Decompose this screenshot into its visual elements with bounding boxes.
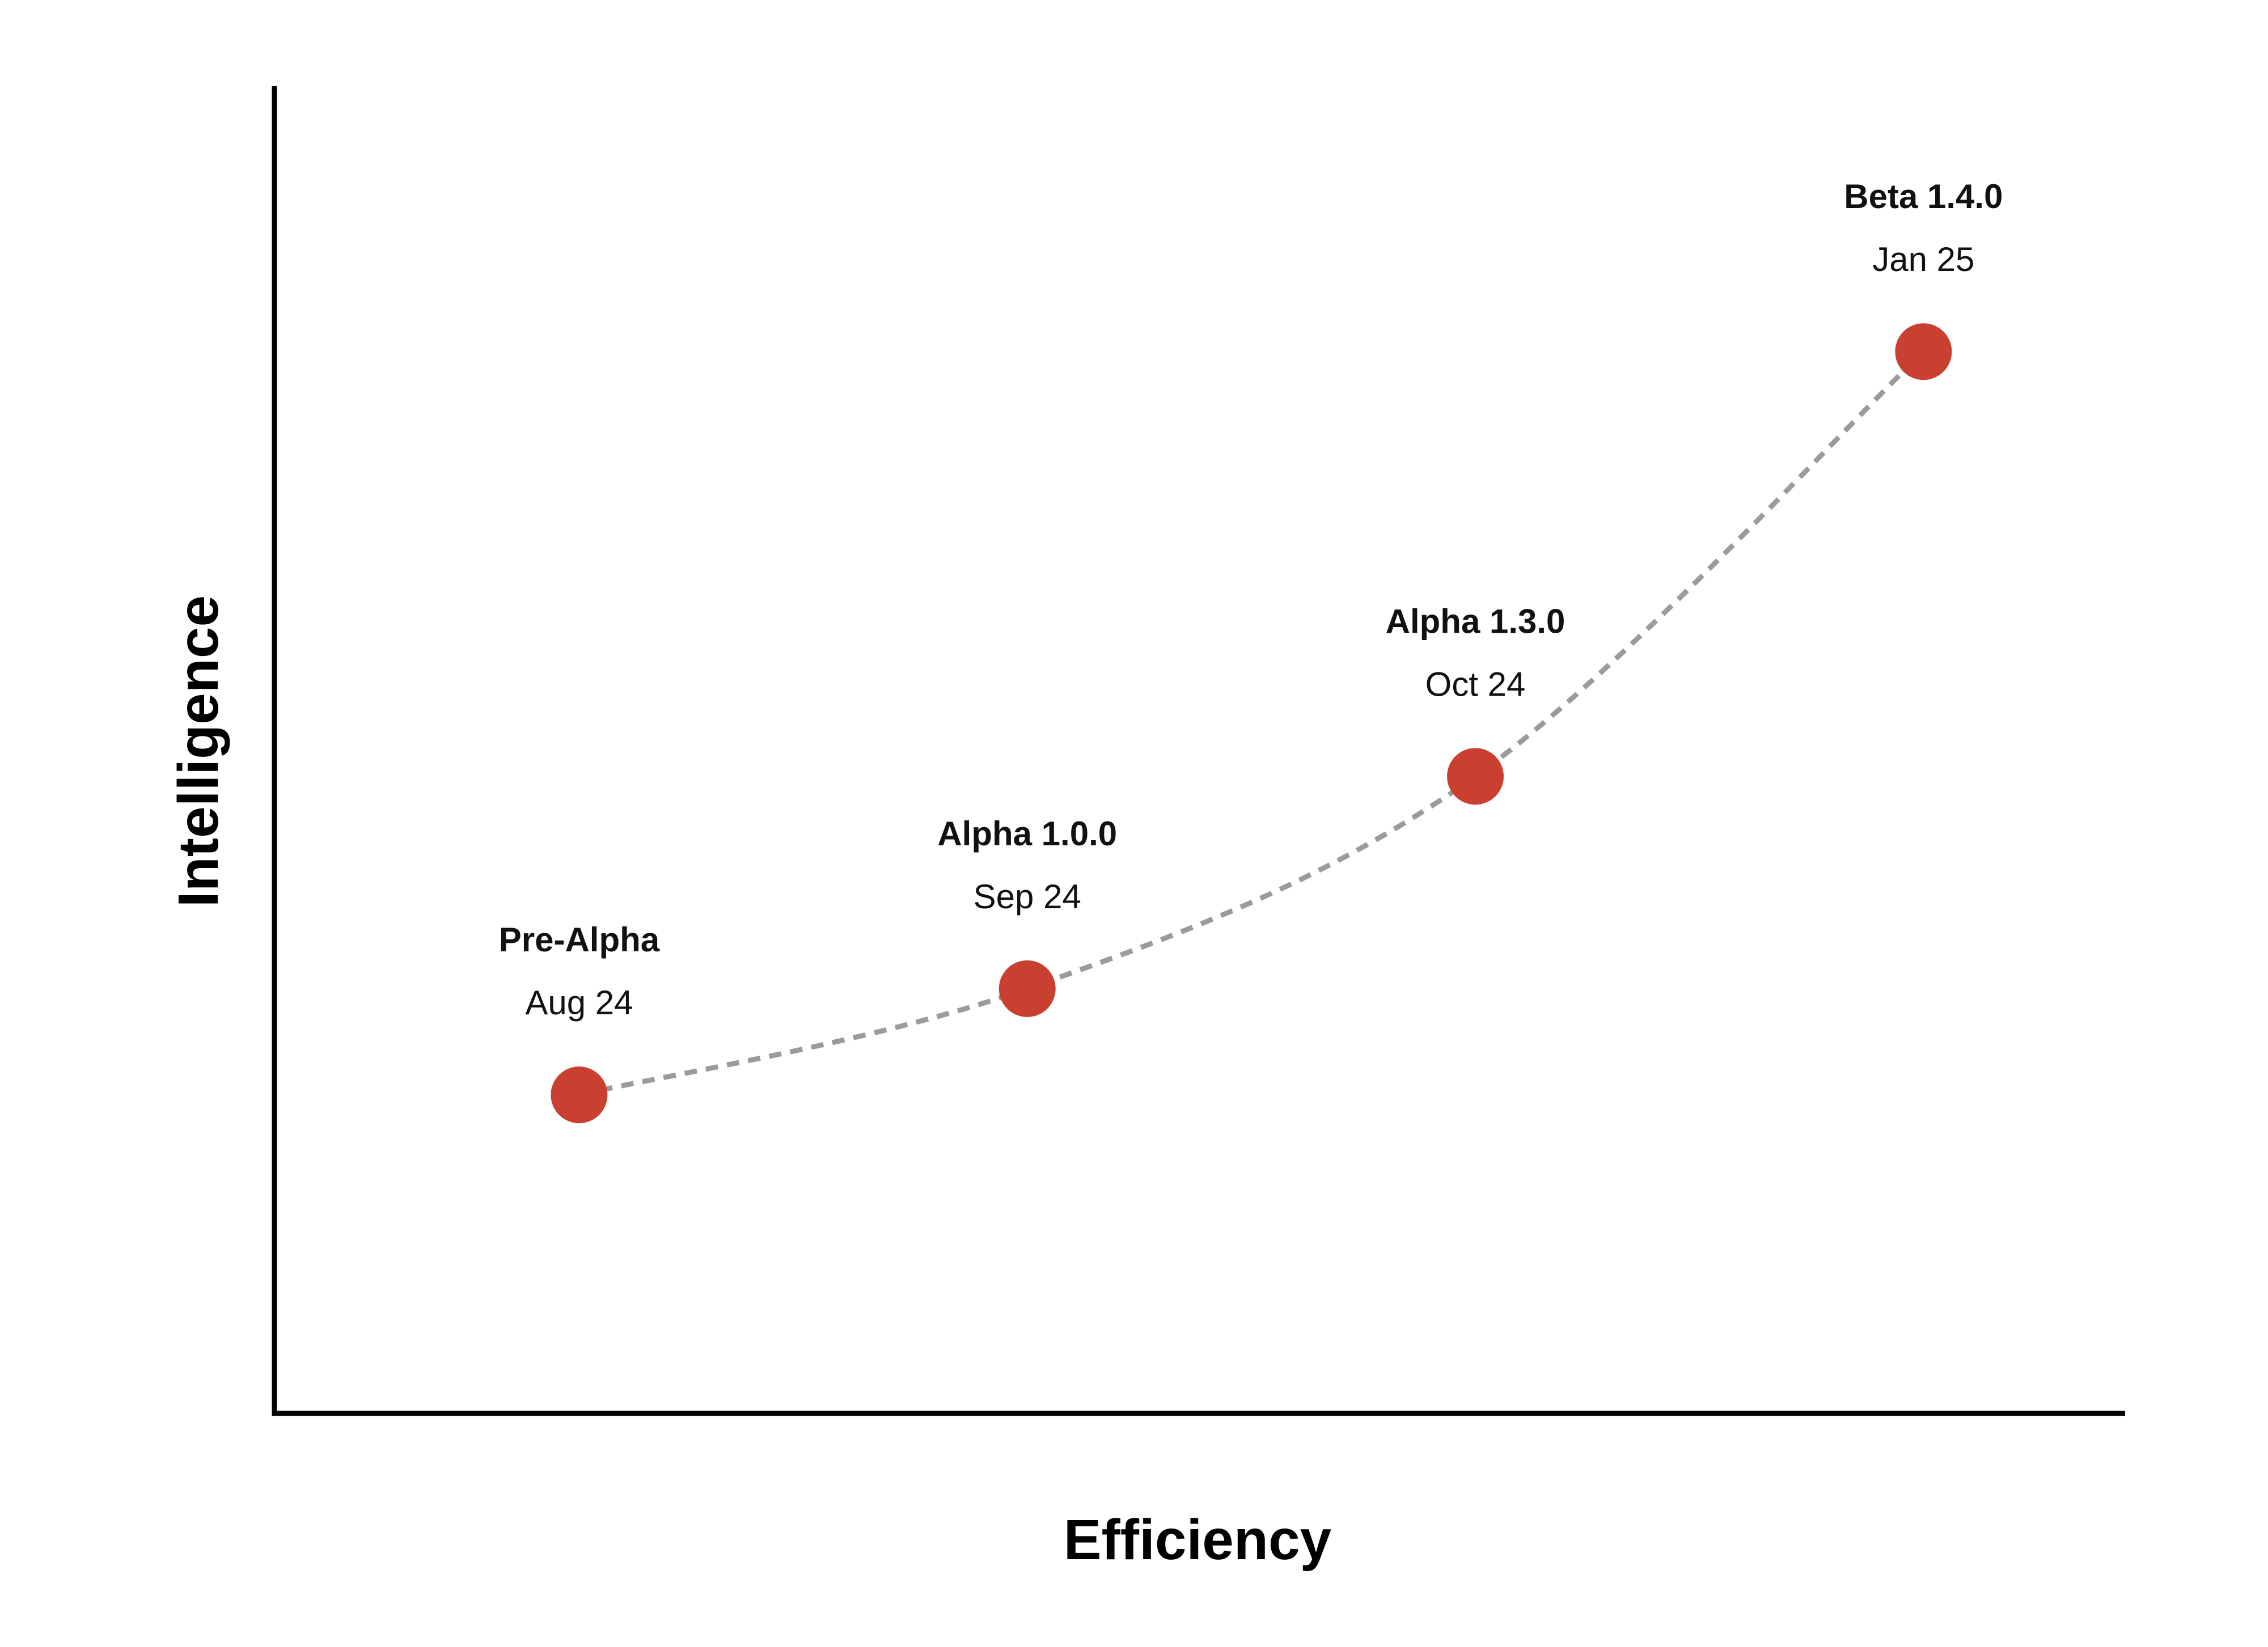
y-axis-title: Intelligence — [167, 595, 230, 907]
x-axis-title: Efficiency — [1064, 1508, 1332, 1572]
point-date-label: Oct 24 — [1425, 665, 1526, 703]
data-point — [1895, 323, 1952, 380]
point-name-label: Pre-Alpha — [499, 921, 660, 959]
data-point — [1447, 748, 1504, 805]
point-date-label: Aug 24 — [525, 984, 633, 1022]
trend-line — [578, 349, 1926, 1098]
point-name-label: Beta 1.4.0 — [1844, 177, 2003, 215]
point-date-label: Jan 25 — [1872, 240, 1974, 278]
point-date-label: Sep 24 — [974, 878, 1081, 916]
point-name-label: Alpha 1.0.0 — [937, 815, 1117, 853]
data-labels: Pre-Alpha Aug 24 Alpha 1.0.0 Sep 24 Alpha 1.… — [499, 177, 2003, 1022]
data-point — [551, 1066, 608, 1124]
point-name-label: Alpha 1.3.0 — [1386, 602, 1565, 640]
data-points — [551, 323, 1952, 1124]
data-point — [998, 960, 1056, 1017]
